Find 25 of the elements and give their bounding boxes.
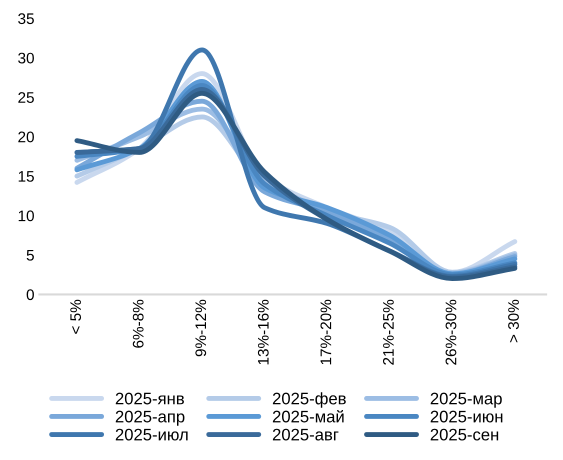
legend-label: 2025-май: [272, 410, 344, 422]
x-tick-label: 26%-30%: [446, 300, 456, 365]
legend-label: 2025-сен: [430, 428, 498, 441]
legend-label: 2025-апр: [116, 410, 184, 426]
x-tick-label: 6%-8%: [132, 300, 144, 348]
legend-label: 2025-янв: [116, 392, 184, 404]
y-tick-label: 10: [18, 210, 34, 222]
y-tick-label: 15: [18, 171, 34, 182]
legend-label: 2025-июн: [430, 410, 502, 422]
y-tick-label: 25: [18, 92, 34, 103]
x-tick-label: < 5%: [70, 300, 82, 334]
y-tick-label: 0: [26, 289, 34, 300]
legend-label: 2025-авг: [272, 428, 338, 441]
x-tick-label: 21%-25%: [383, 300, 394, 365]
y-tick-label: 20: [18, 132, 34, 142]
legend-label: 2025-фев: [272, 392, 346, 408]
legend-label: 2025-июл: [116, 428, 188, 441]
x-tick-label: 17%-20%: [320, 300, 332, 364]
legend-label: 2025-мар: [430, 392, 502, 408]
x-tick-label: > 30%: [508, 300, 519, 342]
x-tick-label: 9%-12%: [195, 300, 206, 356]
y-tick-label: 30: [18, 52, 34, 64]
x-tick-label: 13%-16%: [258, 300, 269, 364]
y-tick-label: 5: [26, 250, 34, 261]
y-tick-label: 35: [18, 13, 34, 24]
